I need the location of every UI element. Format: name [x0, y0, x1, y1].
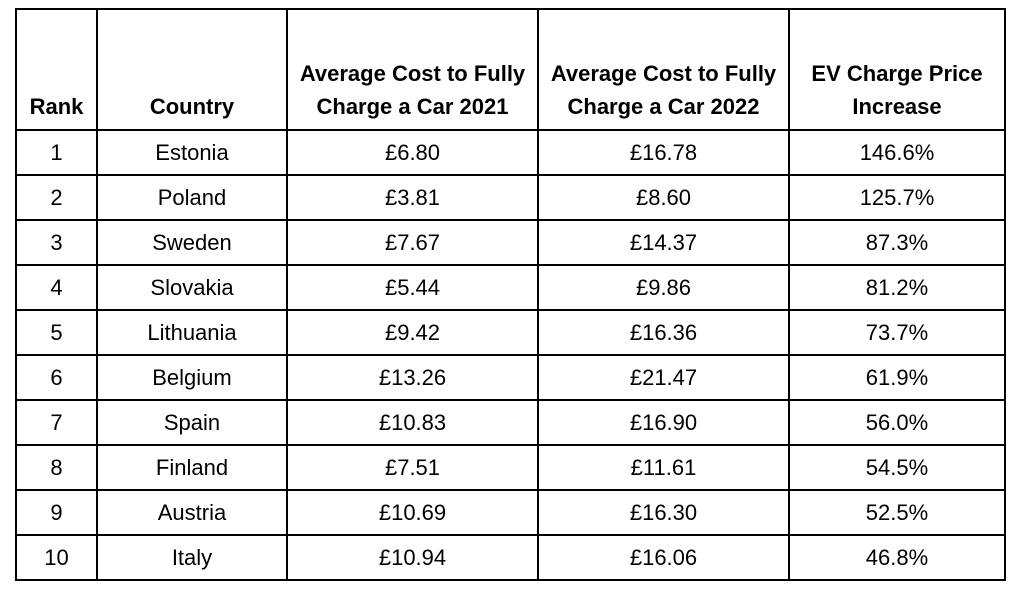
cell-rank: 8 [15, 444, 98, 491]
cell-country: Estonia [96, 129, 288, 176]
cell-price-increase: 146.6% [788, 129, 1006, 176]
cell-country: Austria [96, 489, 288, 536]
cell-price-increase: 52.5% [788, 489, 1006, 536]
cell-cost-2022: £8.60 [537, 174, 790, 221]
cell-rank: 9 [15, 489, 98, 536]
cell-cost-2022: £14.37 [537, 219, 790, 266]
header-cost-2021: Average Cost to Fully Charge a Car 2021 [286, 8, 539, 131]
cell-cost-2022: £21.47 [537, 354, 790, 401]
cell-price-increase: 125.7% [788, 174, 1006, 221]
cell-price-increase: 81.2% [788, 264, 1006, 311]
ev-charge-price-table: Rank Country Average Cost to Fully Charg… [15, 8, 1006, 581]
cell-cost-2022: £16.30 [537, 489, 790, 536]
cell-country: Slovakia [96, 264, 288, 311]
cell-country: Sweden [96, 219, 288, 266]
cell-cost-2022: £11.61 [537, 444, 790, 491]
cell-rank: 6 [15, 354, 98, 401]
cell-rank: 3 [15, 219, 98, 266]
cell-cost-2022: £16.78 [537, 129, 790, 176]
cell-cost-2021: £5.44 [286, 264, 539, 311]
header-cost-2022: Average Cost to Fully Charge a Car 2022 [537, 8, 790, 131]
cell-cost-2021: £9.42 [286, 309, 539, 356]
cell-price-increase: 61.9% [788, 354, 1006, 401]
cell-cost-2021: £3.81 [286, 174, 539, 221]
cell-rank: 10 [15, 534, 98, 581]
table-row: 4 Slovakia £5.44 £9.86 81.2% [15, 264, 1006, 311]
cell-country: Italy [96, 534, 288, 581]
cell-rank: 1 [15, 129, 98, 176]
cell-country: Poland [96, 174, 288, 221]
cell-rank: 7 [15, 399, 98, 446]
table-row: 5 Lithuania £9.42 £16.36 73.7% [15, 309, 1006, 356]
cell-cost-2022: £16.36 [537, 309, 790, 356]
cell-cost-2021: £10.83 [286, 399, 539, 446]
cell-cost-2021: £10.94 [286, 534, 539, 581]
table-row: 10 Italy £10.94 £16.06 46.8% [15, 534, 1006, 581]
cell-country: Belgium [96, 354, 288, 401]
cell-rank: 4 [15, 264, 98, 311]
table-row: 8 Finland £7.51 £11.61 54.5% [15, 444, 1006, 491]
cell-price-increase: 73.7% [788, 309, 1006, 356]
table-row: 3 Sweden £7.67 £14.37 87.3% [15, 219, 1006, 266]
cell-cost-2021: £7.67 [286, 219, 539, 266]
cell-rank: 2 [15, 174, 98, 221]
cell-cost-2022: £16.90 [537, 399, 790, 446]
table-row: 1 Estonia £6.80 £16.78 146.6% [15, 129, 1006, 176]
header-price-increase: EV Charge Price Increase [788, 8, 1006, 131]
cell-price-increase: 56.0% [788, 399, 1006, 446]
cell-cost-2022: £9.86 [537, 264, 790, 311]
table-row: 6 Belgium £13.26 £21.47 61.9% [15, 354, 1006, 401]
cell-cost-2021: £7.51 [286, 444, 539, 491]
cell-cost-2021: £10.69 [286, 489, 539, 536]
table-row: 2 Poland £3.81 £8.60 125.7% [15, 174, 1006, 221]
cell-price-increase: 54.5% [788, 444, 1006, 491]
table-row: 7 Spain £10.83 £16.90 56.0% [15, 399, 1006, 446]
cell-cost-2022: £16.06 [537, 534, 790, 581]
cell-price-increase: 46.8% [788, 534, 1006, 581]
cell-cost-2021: £13.26 [286, 354, 539, 401]
cell-cost-2021: £6.80 [286, 129, 539, 176]
cell-country: Lithuania [96, 309, 288, 356]
table-row: 9 Austria £10.69 £16.30 52.5% [15, 489, 1006, 536]
cell-country: Finland [96, 444, 288, 491]
header-rank: Rank [15, 8, 98, 131]
cell-country: Spain [96, 399, 288, 446]
cell-price-increase: 87.3% [788, 219, 1006, 266]
header-country: Country [96, 8, 288, 131]
cell-rank: 5 [15, 309, 98, 356]
header-row: Rank Country Average Cost to Fully Charg… [15, 8, 1006, 131]
